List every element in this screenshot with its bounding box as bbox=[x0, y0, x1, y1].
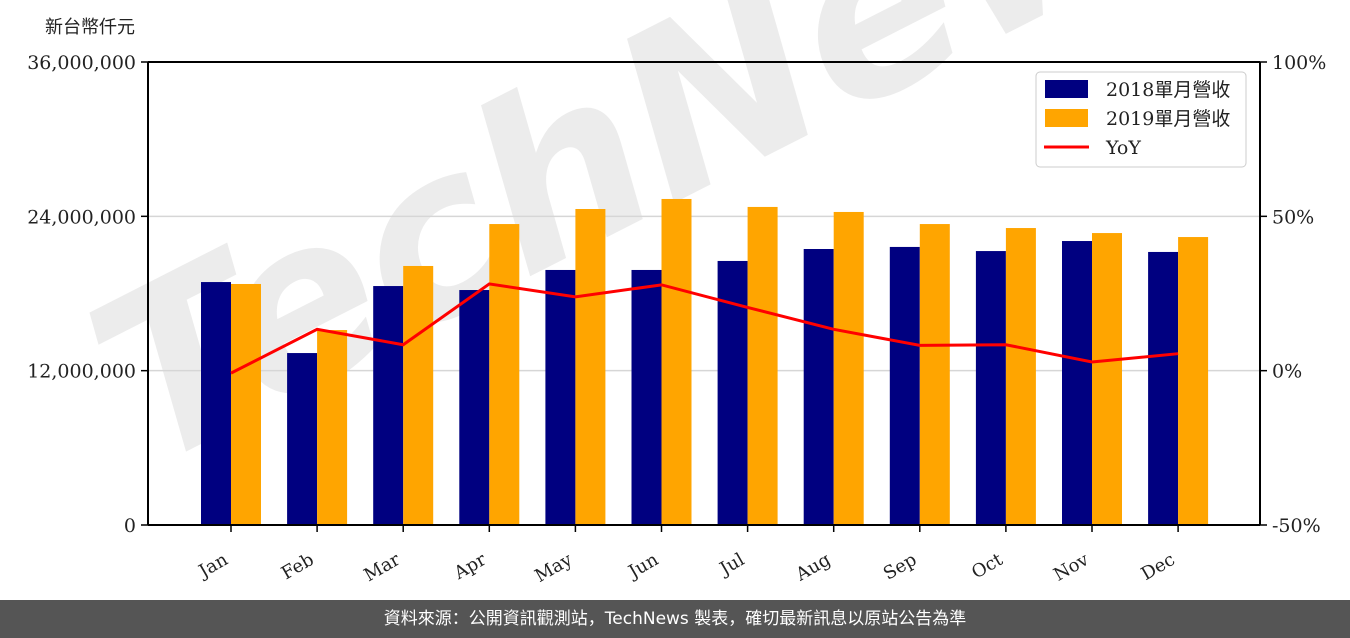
bar-2019-dec bbox=[1178, 237, 1209, 525]
x-tick-label-apr: Apr bbox=[450, 549, 490, 584]
bar-2019-apr bbox=[489, 224, 520, 526]
bar-2019-oct bbox=[1005, 228, 1036, 526]
bar-2018-nov bbox=[1062, 241, 1092, 525]
bar-2019-aug bbox=[833, 211, 864, 525]
x-tick-label-jun: Jun bbox=[623, 549, 662, 584]
x-tick-label-aug: Aug bbox=[792, 549, 835, 586]
y-tick-label: 24,000,000 bbox=[27, 206, 136, 228]
bar-2019-jun bbox=[661, 198, 692, 526]
bar-2018-jun bbox=[631, 269, 662, 525]
y-axis-unit-label: 新台幣仟元 bbox=[45, 17, 135, 38]
yoy-line-series bbox=[230, 282, 1179, 375]
y-tick-label: 0 bbox=[124, 515, 136, 537]
x-tick-label-jan: Jan bbox=[194, 549, 232, 583]
source-footer: 資料來源：公開資訊觀測站，TechNews 製表，確切最新訊息以原站公告為準 bbox=[0, 600, 1350, 638]
bar-2019-may bbox=[575, 209, 606, 525]
y-right-tick-label: 50% bbox=[1272, 206, 1314, 228]
bar-2018-may bbox=[545, 269, 576, 525]
bar-2018-apr bbox=[459, 290, 490, 525]
legend-label: 2019單月營收 bbox=[1106, 108, 1230, 130]
y-tick-label: 12,000,000 bbox=[27, 361, 136, 383]
bar-2018-oct bbox=[975, 251, 1006, 525]
legend: 2018單月營收 2019單月營收 YoY bbox=[1035, 71, 1247, 168]
bar-2018-dec bbox=[1148, 251, 1179, 525]
x-tick-label-oct: Oct bbox=[968, 549, 1007, 584]
bar-2019-nov bbox=[1092, 233, 1122, 525]
bar-2019-feb bbox=[317, 330, 348, 525]
y-right-tick-label: -50% bbox=[1272, 515, 1321, 537]
y-tick-label: 36,000,000 bbox=[27, 52, 136, 74]
bar-2018-feb bbox=[287, 353, 318, 525]
y-right-tick-label: 100% bbox=[1272, 52, 1326, 74]
x-tick-label-may: May bbox=[531, 549, 576, 587]
bar-2019-sep bbox=[919, 224, 950, 526]
bar-2019-mar bbox=[403, 265, 434, 525]
x-tick-label-feb: Feb bbox=[278, 549, 318, 584]
x-tick-label-mar: Mar bbox=[360, 549, 404, 586]
x-tick-label-dec: Dec bbox=[1138, 549, 1179, 585]
bar-2018-sep bbox=[889, 246, 920, 525]
legend-label: YoY bbox=[1105, 137, 1141, 159]
chart-canvas: TechNews 012,000,00024,000,00036,000,000… bbox=[27, 0, 1326, 587]
bar-2018-aug bbox=[803, 249, 834, 525]
x-tick-label-jul: Jul bbox=[715, 549, 749, 581]
bar-2018-jan bbox=[201, 282, 231, 525]
bar-2019-jul bbox=[747, 206, 778, 526]
x-tick-label-sep: Sep bbox=[880, 549, 920, 584]
bar-series bbox=[201, 198, 1209, 526]
bar-2019-jan bbox=[231, 283, 261, 525]
y-right-tick-label: 0% bbox=[1272, 361, 1302, 383]
legend-label: 2018單月營收 bbox=[1106, 79, 1230, 101]
bar-2018-mar bbox=[373, 286, 404, 525]
x-tick-label-nov: Nov bbox=[1050, 549, 1093, 586]
